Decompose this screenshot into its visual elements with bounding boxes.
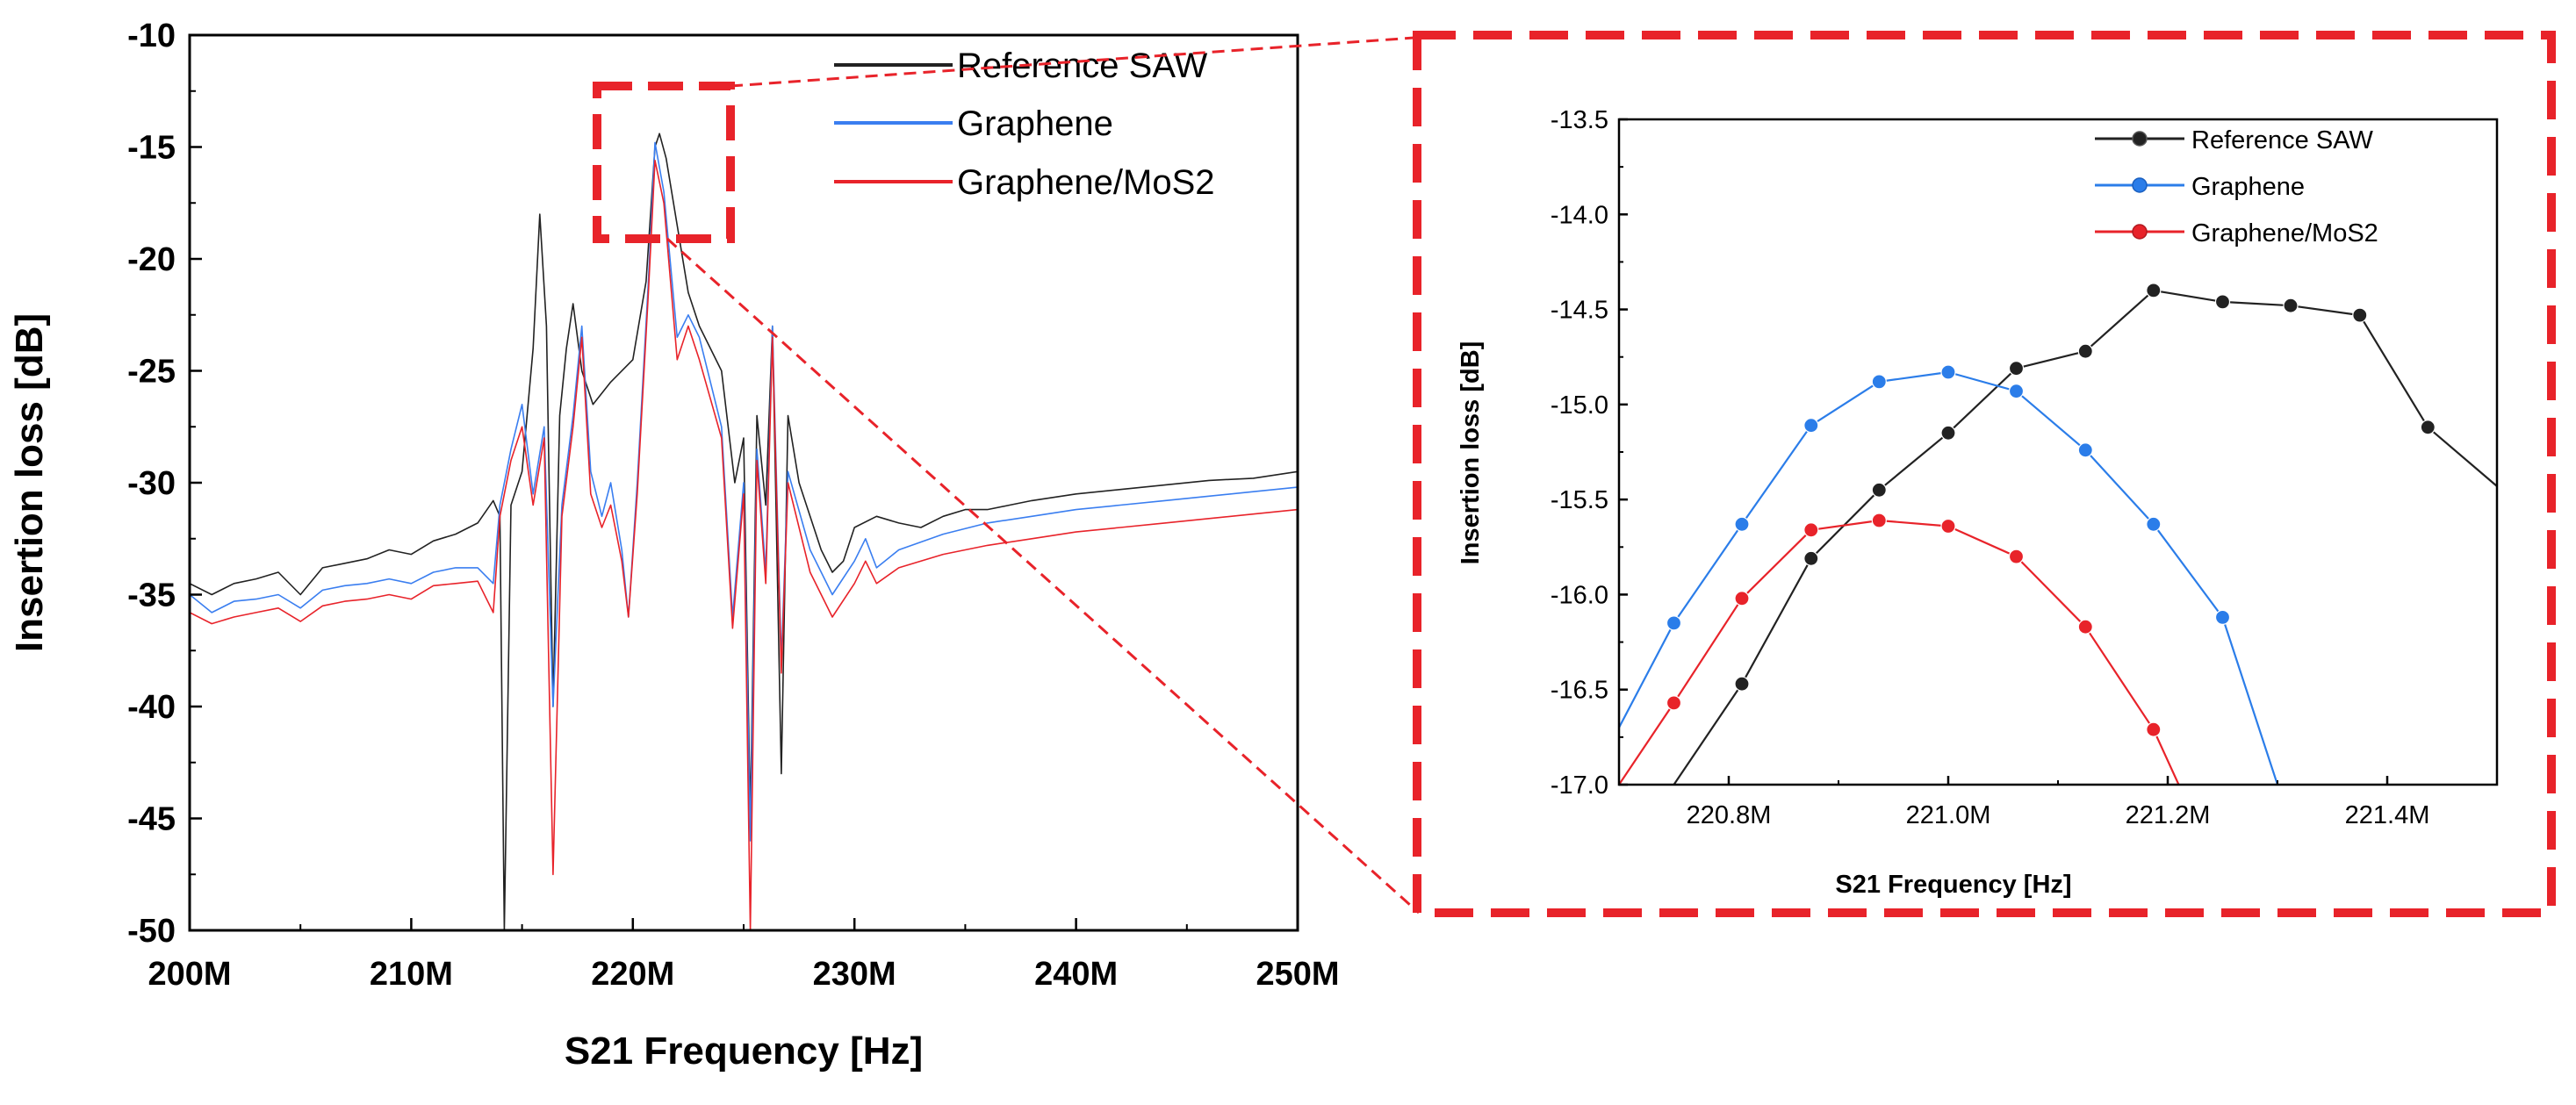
main-y-tick-label-1: -45 [127,801,176,838]
zoom-point-reference-saw-8 [2283,298,2299,313]
zoom-point-graphene-mos2-5 [2008,549,2025,564]
main-y-axis-title: Insertion loss [dB] [8,313,51,652]
main-x-tick-label-2: 220M [591,956,674,993]
zoom-point-graphene-4 [1940,364,1956,380]
zoom-legend-label-graphene-mos2: Graphene/MoS2 [2191,219,2378,248]
legend-label-graphene-mos2: Graphene/MoS2 [957,163,1215,202]
zoom-point-graphene-3 [1871,374,1887,390]
zoom-connector-bottom [666,237,1421,915]
zoom-point-graphene-6 [2077,442,2093,458]
zoom-legend-marker-reference-saw [2132,131,2148,147]
zoom-y-axis-title: Insertion loss [dB] [1457,341,1485,565]
zoom-legend: Reference SAW Graphene Graphene/MoS2 [2095,126,2378,248]
main-y-tick-label-7: -15 [127,130,176,167]
main-y-tick-label-5: -25 [127,354,176,391]
zoom-legend-label-graphene: Graphene [2191,173,2305,201]
zoom-y-tick-label-4: -15.0 [1551,391,1608,420]
zoom-ticks: 220.8M 221.0M 221.2M 221.4M -17.0 -16.5 -16.0 -… [1551,106,2429,829]
zoom-point-reference-saw-1 [1803,550,1819,566]
zoom-point-reference-saw-5 [2077,343,2093,359]
main-x-tick-label-4: 240M [1034,956,1118,993]
zoom-y-tick-label-6: -14.0 [1551,201,1608,229]
zoom-legend-label-reference-saw: Reference SAW [2191,126,2373,154]
zoom-y-tick-label-7: -13.5 [1551,106,1608,134]
main-series-line-graphene-mos2 [190,160,1298,930]
main-y-tick-label-6: -20 [127,241,176,278]
zoom-point-reference-saw-4 [2008,361,2025,377]
legend-label-reference-saw: Reference SAW [957,47,1208,85]
main-x-tick-label-5: 250M [1256,956,1339,993]
main-y-tick-label-0: -50 [127,913,176,950]
zoom-series-line-reference-saw [1673,289,2497,785]
zoom-point-graphene-8 [2214,609,2231,626]
zoom-connector-top [730,35,1428,88]
zoom-point-graphene-mos2-3 [1871,513,1887,528]
main-y-tick-label-4: -30 [127,465,176,502]
zoom-y-tick-label-0: -17.0 [1551,771,1608,800]
zoom-y-tick-label-2: -16.0 [1551,581,1608,609]
zoom-y-tick-label-3: -15.5 [1551,486,1608,514]
zoom-y-tick-label-5: -14.5 [1551,297,1608,325]
zoom-legend-marker-graphene-mos2 [2132,224,2148,240]
zoom-point-graphene-mos2-0 [1666,695,1682,711]
zoom-point-graphene-mos2-6 [2077,619,2093,635]
zoom-x-tick-label-3: 221.4M [2345,801,2430,829]
zoom-x-axis-title: S21 Frequency [Hz] [1835,871,2071,899]
zoom-point-graphene-mos2-4 [1940,518,1956,535]
zoom-point-graphene-2 [1803,418,1819,434]
legend-label-graphene: Graphene [957,104,1113,143]
zoom-highlight-box [593,82,735,243]
zoom-point-reference-saw-6 [2146,283,2162,298]
main-x-tick-label-0: 200M [148,956,231,993]
zoom-point-reference-saw-0 [1734,676,1750,692]
zoom-x-tick-label-0: 220.8M [1687,801,1772,829]
main-y-tick-label-3: -35 [127,578,176,614]
zoom-point-graphene-1 [1734,516,1750,532]
zoom-point-graphene-5 [2008,384,2025,399]
zoom-point-reference-saw-10 [2420,420,2436,435]
zoom-series-line-graphene-mos2 [1619,519,2180,785]
main-series-line-reference-saw [190,133,1298,930]
zoom-chart: 220.8M 221.0M 221.2M 221.4M -17.0 -16.5 -16.0 -… [1413,31,2556,917]
zoom-legend-marker-graphene [2132,177,2148,193]
main-chart: 200M 210M 220M 230M 240M 250M -50 -45 -40 -35 -30 -… [8,18,1340,1073]
main-x-axis-title: S21 Frequency [Hz] [565,1030,923,1073]
main-y-tick-label-8: -10 [127,18,176,54]
main-legend: Reference SAW Graphene Graphene/MoS2 [834,47,1215,202]
zoom-y-tick-label-1: -16.5 [1551,677,1608,705]
zoom-point-graphene-mos2-7 [2146,721,2162,737]
zoom-point-reference-saw-3 [1940,425,1956,441]
main-x-tick-label-1: 210M [370,956,453,993]
zoom-series-layer [1619,283,2497,785]
zoom-point-graphene-mos2-2 [1803,522,1819,538]
zoom-point-reference-saw-9 [2352,307,2368,323]
zoom-point-reference-saw-7 [2214,294,2231,310]
zoom-point-graphene-mos2-1 [1734,591,1750,606]
main-ticks: 200M 210M 220M 230M 240M 250M -50 -45 -40 -35 -30 -… [127,18,1339,993]
zoom-point-graphene-0 [1666,615,1682,631]
zoom-point-reference-saw-2 [1871,482,1887,498]
zoom-x-tick-label-1: 221.0M [1906,801,1991,829]
main-y-tick-label-2: -40 [127,689,176,726]
main-series-line-graphene [190,141,1298,842]
zoom-x-tick-label-2: 221.2M [2126,801,2211,829]
main-series-layer [190,133,1298,930]
main-x-tick-label-3: 230M [813,956,896,993]
zoom-point-graphene-7 [2146,516,2162,532]
zoom-inset-border [1413,31,2556,917]
